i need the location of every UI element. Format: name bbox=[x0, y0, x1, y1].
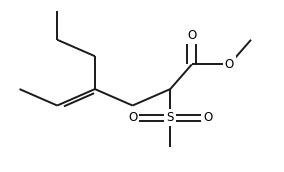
Text: O: O bbox=[128, 111, 137, 124]
Text: O: O bbox=[187, 29, 197, 42]
Text: O: O bbox=[203, 111, 212, 124]
Text: O: O bbox=[225, 58, 234, 71]
Text: S: S bbox=[167, 111, 174, 124]
